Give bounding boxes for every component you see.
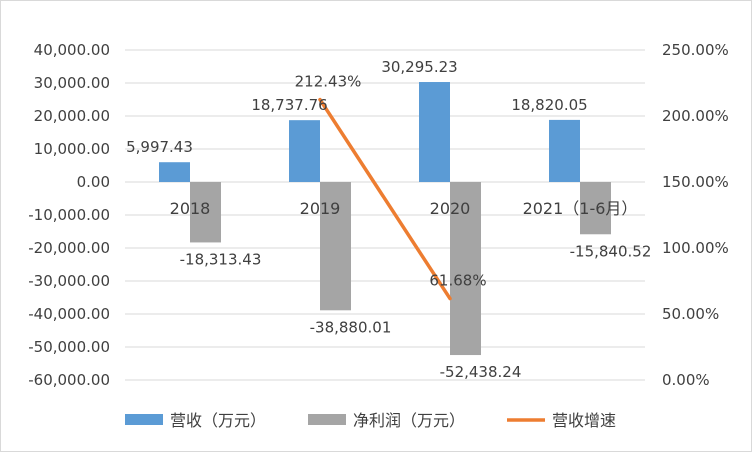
y-left-tick-label: 20,000.00 xyxy=(34,107,110,125)
line-series xyxy=(318,97,452,301)
data-label: 18,820.05 xyxy=(511,96,587,114)
gridlines xyxy=(125,49,645,381)
legend-swatch xyxy=(125,414,163,425)
bar xyxy=(190,182,221,243)
line-point xyxy=(318,98,322,102)
y-left-tick-label: -50,000.00 xyxy=(28,338,110,356)
y-right-tick-label: 50.00% xyxy=(662,305,719,323)
bar xyxy=(419,82,450,182)
legend-swatch xyxy=(308,414,346,425)
data-label: -15,840.52 xyxy=(570,242,652,260)
legend-label: 营收（万元） xyxy=(170,411,266,430)
data-label: -52,438.24 xyxy=(440,363,522,381)
x-tick-label: 2021（1-6月） xyxy=(523,199,638,218)
y-left-tick-label: -40,000.00 xyxy=(28,305,110,323)
x-tick-label: 2018 xyxy=(170,199,211,218)
bar xyxy=(289,120,320,182)
y-left-tick-label: 10,000.00 xyxy=(34,140,110,158)
data-label: 30,295.23 xyxy=(381,58,457,76)
y-right-tick-label: 0.00% xyxy=(662,371,710,389)
labels: 40,000.00 30,000.00 20,000.00 10,000.00 0.00… xyxy=(28,41,729,389)
y-left-tick-label: -60,000.00 xyxy=(28,371,110,389)
bar xyxy=(549,119,580,182)
x-tick-label: 2020 xyxy=(430,199,471,218)
y-right-tick-label: 250.00% xyxy=(662,41,729,59)
y-left-tick-label: -20,000.00 xyxy=(28,239,110,257)
line-data-label: 61.68% xyxy=(429,272,486,290)
data-label: -38,880.01 xyxy=(310,318,392,336)
bar xyxy=(320,182,351,311)
y-right-tick-label: 150.00% xyxy=(662,173,729,191)
y-left-tick-label: 0.00 xyxy=(77,173,110,191)
x-tick-label: 2019 xyxy=(300,199,341,218)
y-right-tick-label: 100.00% xyxy=(662,239,729,257)
data-label: -18,313.43 xyxy=(180,250,262,268)
y-left-tick-label: 40,000.00 xyxy=(34,41,110,59)
y-right-tick-label: 200.00% xyxy=(662,107,729,125)
y-left-tick-label: 30,000.00 xyxy=(34,74,110,92)
legend-label: 营收增速 xyxy=(552,411,616,430)
growth-line xyxy=(318,97,452,301)
y-left-tick-label: -30,000.00 xyxy=(28,272,110,290)
bar xyxy=(159,162,190,182)
legend: 营收（万元） 净利润（万元） 营收增速 xyxy=(125,411,616,430)
legend-label: 净利润（万元） xyxy=(353,411,465,430)
data-label: 5,997.43 xyxy=(126,138,193,156)
line-data-label: 212.43% xyxy=(295,73,362,91)
y-left-tick-label: -10,000.00 xyxy=(28,206,110,224)
line-point xyxy=(448,297,452,301)
data-label: 18,737.76 xyxy=(251,96,327,114)
bars xyxy=(159,82,611,356)
bar xyxy=(450,182,481,356)
bar xyxy=(580,182,611,235)
